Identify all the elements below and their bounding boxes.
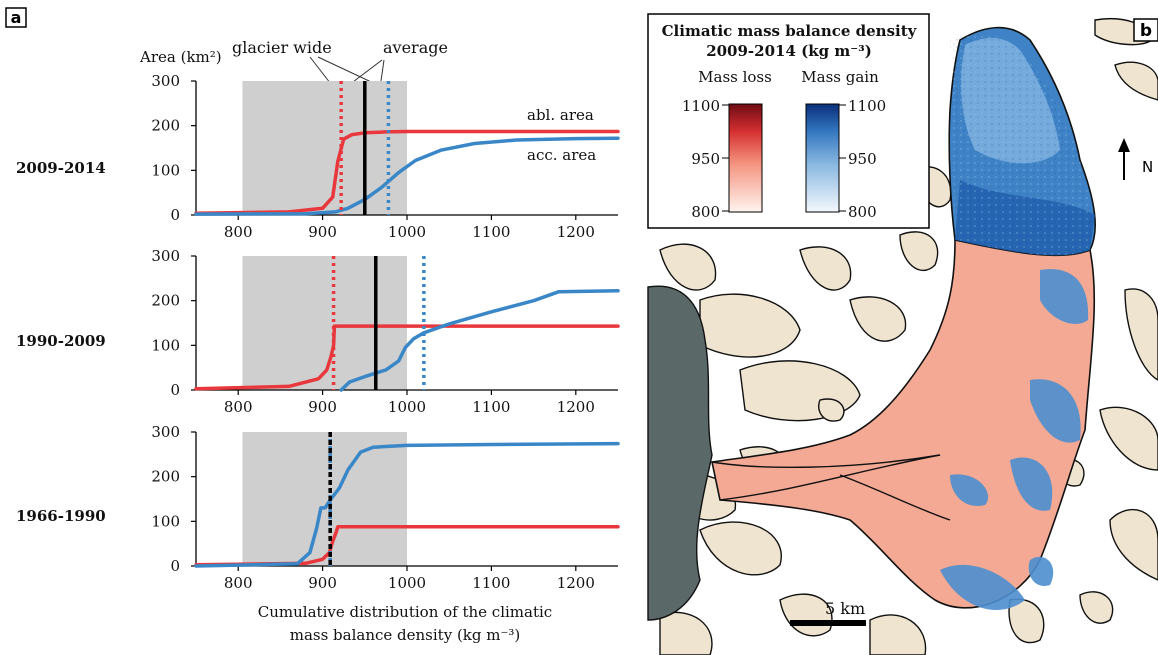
plot-2009-2014: 0 100 200 300 800 900 1000 1100 1200 [151, 72, 620, 241]
y-tick-label: 100 [151, 336, 180, 354]
mass-loss-label: Mass loss [698, 68, 772, 86]
loss-tick-950: 950 [691, 150, 720, 168]
y-tick-label: 0 [170, 381, 180, 399]
north-label: N [1142, 158, 1153, 176]
x-tick-label: 1000 [388, 398, 426, 416]
abl-area-label: abl. area [527, 106, 594, 124]
y-tick-label: 100 [151, 512, 180, 530]
mass-gain-colorbar [805, 103, 840, 213]
map-accumulation-texture [950, 33, 1093, 256]
period-label-1966-1990: 1966-1990 [16, 507, 106, 525]
plot-1966-1990: 0 100 200 300 800 900 1000 1100 1200 [151, 423, 620, 592]
abl-area-line [194, 129, 620, 215]
x-axis-title-line2: mass balance density (kg m⁻³) [290, 626, 521, 644]
plot-1990-2009: 0 100 200 300 800 900 1000 1100 1200 [151, 247, 620, 416]
y-tick-label: 300 [151, 423, 180, 441]
x-tick-label: 1000 [388, 223, 426, 241]
legend-title-line1: Climatic mass balance density [662, 22, 918, 40]
panel-a-label: a [11, 8, 22, 27]
loss-tick-1100: 1100 [682, 97, 720, 115]
x-tick-label: 900 [308, 574, 337, 592]
shaded-interval [242, 256, 407, 390]
y-axis-title: Area (km²) [139, 48, 222, 66]
x-tick-label: 800 [224, 574, 253, 592]
gain-tick-950: 950 [848, 150, 877, 168]
panel-b-label: b [1140, 21, 1152, 41]
gain-tick-800: 800 [848, 203, 877, 221]
acc-area-label: acc. area [527, 146, 596, 164]
y-tick-label: 300 [151, 247, 180, 265]
x-tick-label: 1200 [557, 574, 595, 592]
y-tick-label: 200 [151, 292, 180, 310]
acc-area-line [339, 289, 620, 392]
x-tick-label: 800 [224, 223, 253, 241]
scale-bar [790, 620, 866, 626]
annotation-average: average [383, 38, 448, 57]
mass-gain-label: Mass gain [801, 68, 879, 86]
acc-area-line [194, 136, 620, 216]
loss-tick-800: 800 [691, 203, 720, 221]
north-arrow-icon [1118, 138, 1130, 180]
x-tick-label: 900 [308, 398, 337, 416]
y-tick-label: 0 [170, 206, 180, 224]
y-tick-label: 200 [151, 468, 180, 486]
map-excluded-glacier [647, 285, 713, 621]
map-flowlines [711, 454, 951, 521]
x-tick-label: 1100 [472, 574, 510, 592]
shaded-interval [242, 81, 407, 215]
panel-b-label-box [1133, 18, 1158, 42]
map-blue-margins [940, 269, 1089, 610]
x-tick-label: 800 [224, 398, 253, 416]
y-tick-label: 0 [170, 557, 180, 575]
abl-area-line [194, 324, 620, 391]
shaded-interval [242, 432, 407, 566]
x-tick-label: 1100 [472, 398, 510, 416]
legend-title-line2: 2009-2014 (kg m⁻³) [706, 42, 872, 60]
x-tick-label: 1200 [557, 398, 595, 416]
y-tick-label: 300 [151, 72, 180, 90]
acc-area-line [194, 441, 620, 568]
x-tick-label: 900 [308, 223, 337, 241]
y-tick-label: 100 [151, 161, 180, 179]
annotation-glacier-wide: glacier wide [232, 38, 332, 57]
y-tick-label: 200 [151, 117, 180, 135]
colorbar-legend: Climatic mass balance density 2009-2014 … [647, 13, 930, 229]
period-label-2009-2014: 2009-2014 [16, 159, 106, 177]
gain-tick-1100: 1100 [848, 97, 886, 115]
x-tick-label: 1000 [388, 574, 426, 592]
panel-b-map: 5 km N b Climatic mass balance density 2… [641, 6, 1158, 655]
scale-bar-label: 5 km [825, 599, 865, 618]
x-tick-label: 1100 [472, 223, 510, 241]
panel-a-label-box [5, 7, 27, 28]
mass-loss-colorbar [728, 103, 763, 213]
map-ablation-zone [711, 239, 1096, 609]
x-axis-title-line1: Cumulative distribution of the climatic [258, 603, 552, 621]
period-label-1990-2009: 1990-2009 [16, 332, 106, 350]
legend-box [647, 13, 930, 229]
x-tick-label: 1200 [557, 223, 595, 241]
panel-a: a Area (km²) glacier wide average 2009-2… [5, 7, 620, 644]
